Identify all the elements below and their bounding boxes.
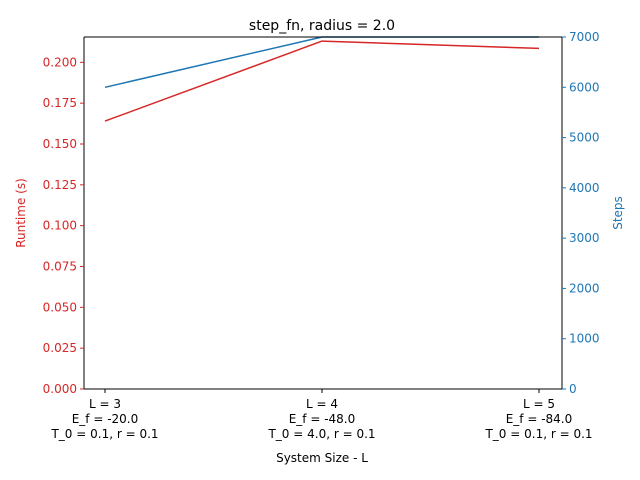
chart-title: step_fn, radius = 2.0: [249, 18, 395, 34]
y-left-tick-label: 0.200: [43, 55, 77, 69]
y-left-tick-label: 0.175: [43, 96, 77, 110]
series-line-1: [104, 36, 539, 89]
plot-area: 0.000 0.025 0.050 0.075 0.100 0.125 0.150 0.175…: [43, 30, 600, 441]
x-axis-label: System Size - L: [276, 451, 368, 465]
series-line-0: [104, 40, 540, 122]
x-tick-label-line: L = 5: [523, 397, 555, 411]
y-left-tick-label: 0.100: [43, 219, 77, 233]
x-tick-label-line: E_f = -20.0: [72, 412, 139, 426]
y-left-tick-label: 0.125: [43, 178, 77, 192]
y-left-tick-label: 0.050: [43, 300, 77, 314]
x-tick-label-line: E_f = -84.0: [506, 412, 573, 426]
x-tick-label-line: L = 3: [89, 397, 121, 411]
y-left-axis-label: Runtime (s): [14, 178, 28, 248]
x-tick-label-line: T_0 = 0.1, r = 0.1: [484, 427, 592, 441]
x-tick-label: L = 5 E_f = -84.0 T_0 = 0.1, r = 0.1: [484, 397, 592, 441]
y-right-tick-label: 4000: [569, 181, 600, 195]
x-tick-label-line: L = 4: [306, 397, 338, 411]
y-left-tick-label: 0.000: [43, 382, 77, 396]
x-tick-label: L = 4 E_f = -48.0 T_0 = 4.0, r = 0.1: [267, 397, 375, 441]
y-right-tick-label: 6000: [569, 80, 600, 94]
y-left-tick-label: 0.150: [43, 137, 77, 151]
x-tick-label-line: E_f = -48.0: [289, 412, 356, 426]
y-right-tick-label: 2000: [569, 281, 600, 295]
y-left-tick-label: 0.075: [43, 259, 77, 273]
y-right-tick-label: 5000: [569, 131, 600, 145]
x-tick-label-line: T_0 = 0.1, r = 0.1: [50, 427, 158, 441]
x-tick-label: L = 3 E_f = -20.0 T_0 = 0.1, r = 0.1: [50, 397, 158, 441]
y-right-axis-label: Steps: [611, 196, 625, 230]
y-left-tick-label: 0.025: [43, 341, 77, 355]
y-right-tick-label: 1000: [569, 332, 600, 346]
y-right-tick-label: 0: [569, 382, 577, 396]
y-right-tick-label: 7000: [569, 30, 600, 44]
y-right-tick-label: 3000: [569, 231, 600, 245]
x-tick-label-line: T_0 = 4.0, r = 0.1: [267, 427, 375, 441]
